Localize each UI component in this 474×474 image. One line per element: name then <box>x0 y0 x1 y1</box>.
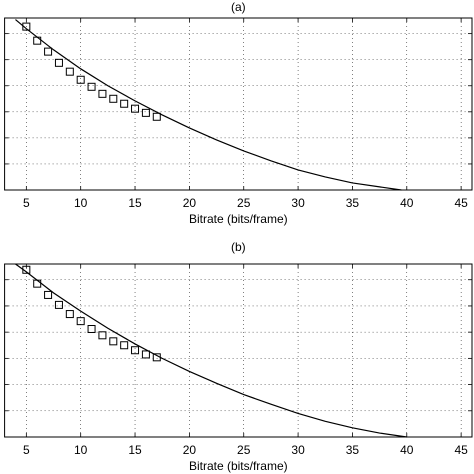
x-tick-label: 45 <box>454 443 468 457</box>
square-marker <box>22 265 31 274</box>
square-marker <box>109 94 118 103</box>
x-tick-label: 20 <box>183 443 197 457</box>
x-tick-label: 5 <box>23 196 30 210</box>
x-tick-label: 15 <box>128 196 142 210</box>
x-tick-label: 35 <box>346 196 360 210</box>
x-tick-label: 30 <box>291 196 305 210</box>
square-marker <box>54 300 63 309</box>
x-tick-label: 10 <box>74 196 88 210</box>
x-tick-label: 25 <box>237 196 251 210</box>
x-axis-label: Bitrate (bits/frame) <box>189 212 288 226</box>
square-marker <box>65 310 74 319</box>
square-marker <box>131 346 140 355</box>
x-tick-label: 35 <box>346 443 360 457</box>
square-marker <box>120 99 129 108</box>
x-tick-label: 5 <box>23 443 30 457</box>
square-marker <box>22 22 31 31</box>
curve <box>15 19 402 191</box>
square-marker <box>44 290 53 299</box>
square-marker <box>33 36 42 45</box>
square-marker <box>87 325 96 334</box>
square-marker <box>120 341 129 350</box>
square-marker <box>76 317 85 326</box>
square-marker <box>87 82 96 91</box>
square-marker <box>98 89 107 98</box>
square-marker <box>152 353 161 362</box>
square-marker <box>44 47 53 56</box>
x-tick-label: 10 <box>74 443 88 457</box>
square-marker <box>65 67 74 76</box>
subplot-title: (b) <box>231 240 246 254</box>
x-tick-label: 45 <box>454 196 468 210</box>
square-marker <box>54 58 63 67</box>
x-tick-label: 15 <box>128 443 142 457</box>
square-marker <box>33 279 42 288</box>
x-axis-label: Bitrate (bits/frame) <box>189 459 288 473</box>
curve <box>15 263 407 438</box>
square-marker <box>76 75 85 84</box>
square-marker <box>98 331 107 340</box>
x-tick-label: 40 <box>400 443 414 457</box>
x-tick-label: 25 <box>237 443 251 457</box>
x-tick-label: 40 <box>400 196 414 210</box>
plot-frame <box>4 263 473 438</box>
x-tick-label: 20 <box>183 196 197 210</box>
square-marker <box>131 104 140 113</box>
subplot-title: (a) <box>231 0 246 14</box>
square-marker <box>109 337 118 346</box>
plot-frame <box>4 17 473 191</box>
x-tick-label: 30 <box>291 443 305 457</box>
square-marker <box>152 112 161 121</box>
square-marker <box>141 108 150 117</box>
square-marker <box>141 350 150 359</box>
